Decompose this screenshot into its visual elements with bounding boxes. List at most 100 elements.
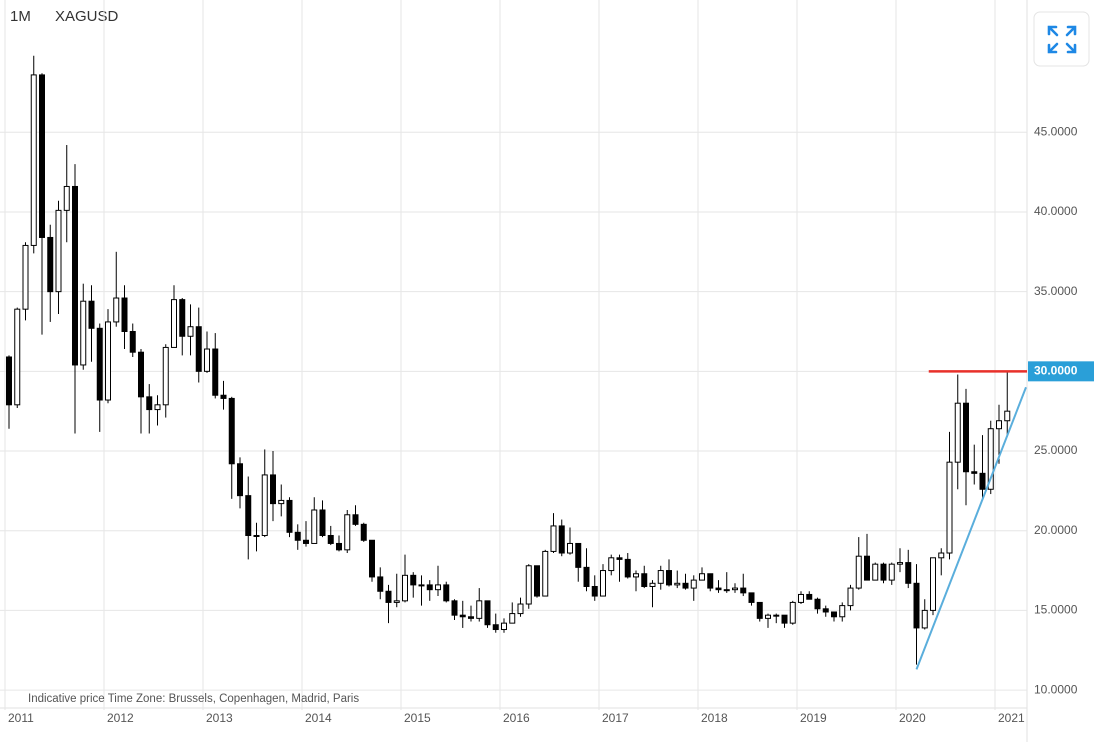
candle-body bbox=[72, 185, 78, 366]
candle-body bbox=[732, 587, 738, 591]
y-tick-label: 20.0000 bbox=[1034, 523, 1078, 537]
candle-body bbox=[162, 346, 169, 406]
y-tick-label: 40.0000 bbox=[1034, 204, 1078, 218]
candle-body bbox=[831, 611, 837, 618]
candle-body bbox=[699, 573, 705, 581]
candle-body bbox=[583, 566, 590, 587]
expand-button-box[interactable] bbox=[1033, 11, 1090, 67]
candle-body bbox=[270, 474, 276, 505]
candle-body bbox=[575, 542, 582, 568]
candle-body bbox=[806, 593, 813, 600]
candle-body bbox=[921, 609, 928, 629]
candle-body bbox=[327, 534, 334, 544]
candle-body bbox=[138, 351, 144, 398]
candle-body bbox=[600, 570, 606, 597]
candle-body bbox=[426, 584, 433, 591]
candle-body bbox=[591, 585, 598, 597]
candle-body bbox=[129, 330, 136, 353]
candle-body bbox=[789, 601, 796, 624]
candle-body bbox=[14, 308, 21, 406]
candle-body bbox=[880, 563, 887, 581]
candle-body bbox=[897, 562, 903, 565]
candle-body bbox=[228, 397, 235, 465]
candle-body bbox=[47, 236, 54, 293]
candle-body bbox=[666, 570, 672, 586]
candle-body bbox=[715, 587, 722, 591]
x-tick-label: 2019 bbox=[800, 711, 827, 725]
x-tick-label: 2016 bbox=[503, 711, 530, 725]
candle-body bbox=[352, 514, 359, 525]
candle-body bbox=[393, 600, 400, 603]
candle-body bbox=[954, 402, 961, 463]
candle-body bbox=[451, 600, 458, 616]
candle-body bbox=[781, 614, 788, 624]
candle-body bbox=[39, 74, 45, 238]
candle-body bbox=[996, 420, 1002, 430]
candle-body bbox=[963, 402, 969, 473]
candle-body bbox=[204, 348, 210, 372]
candle-body bbox=[558, 525, 565, 554]
candle-body bbox=[550, 525, 557, 552]
candle-body bbox=[773, 614, 780, 617]
candle-body bbox=[798, 593, 804, 603]
candle-body bbox=[402, 574, 408, 602]
candle-body bbox=[105, 321, 111, 401]
candle-body bbox=[443, 584, 450, 602]
x-tick-label: 2014 bbox=[305, 711, 332, 725]
candle-body bbox=[756, 601, 763, 619]
candle-body bbox=[55, 209, 62, 293]
y-tick-label: 10.0000 bbox=[1034, 682, 1078, 696]
candle-body bbox=[319, 509, 326, 536]
candle-body bbox=[212, 348, 219, 396]
candle-body bbox=[542, 550, 549, 597]
candle-body bbox=[278, 499, 285, 505]
candle-body bbox=[822, 608, 829, 613]
symbol: XAGUSD bbox=[55, 8, 119, 25]
candle-body bbox=[311, 509, 318, 544]
candle-body bbox=[22, 244, 29, 310]
candle-body bbox=[723, 589, 730, 592]
candle-body bbox=[261, 474, 268, 536]
overlay: 30.0000 bbox=[915, 361, 1094, 670]
y-tick-label: 45.0000 bbox=[1034, 124, 1078, 138]
candle-body bbox=[616, 557, 623, 560]
candle-body bbox=[641, 573, 648, 587]
candle-body bbox=[484, 600, 491, 626]
candle-body bbox=[930, 557, 936, 611]
candle-body bbox=[377, 576, 384, 592]
candle-body bbox=[286, 499, 293, 533]
candles bbox=[6, 55, 1011, 665]
candle-body bbox=[657, 570, 664, 584]
candle-body bbox=[938, 552, 945, 559]
trendline bbox=[915, 386, 1027, 670]
candle-body bbox=[517, 603, 524, 615]
grid: 10.0000 15.0000 20.0000 25.0000 30.0000 35.00… bbox=[0, 0, 1078, 725]
x-tick-label: 2012 bbox=[107, 711, 134, 725]
candle-body bbox=[63, 185, 70, 211]
candle-body bbox=[492, 624, 499, 631]
x-tick-label: 2013 bbox=[206, 711, 233, 725]
x-tick-label: 2017 bbox=[602, 711, 629, 725]
candle-body bbox=[435, 584, 441, 591]
candle-body bbox=[888, 563, 895, 581]
expand-button[interactable] bbox=[1033, 11, 1090, 67]
candle-body bbox=[814, 598, 821, 610]
candle-body bbox=[96, 327, 103, 401]
candle-body bbox=[303, 539, 309, 544]
candle-body bbox=[979, 472, 986, 490]
expand-icon[interactable] bbox=[1047, 25, 1077, 54]
candle-body bbox=[253, 534, 260, 537]
y-tick-label: 15.0000 bbox=[1034, 603, 1078, 617]
price-marker-label: 30.0000 bbox=[1034, 364, 1078, 378]
candle-body bbox=[6, 356, 12, 406]
candle-body bbox=[855, 555, 862, 589]
candle-body bbox=[418, 584, 425, 587]
candle-body bbox=[294, 531, 301, 541]
candle-body bbox=[501, 622, 507, 631]
candle-body bbox=[971, 471, 978, 474]
candle-body bbox=[864, 555, 870, 581]
candle-body bbox=[80, 300, 87, 366]
candle-body bbox=[740, 587, 747, 594]
